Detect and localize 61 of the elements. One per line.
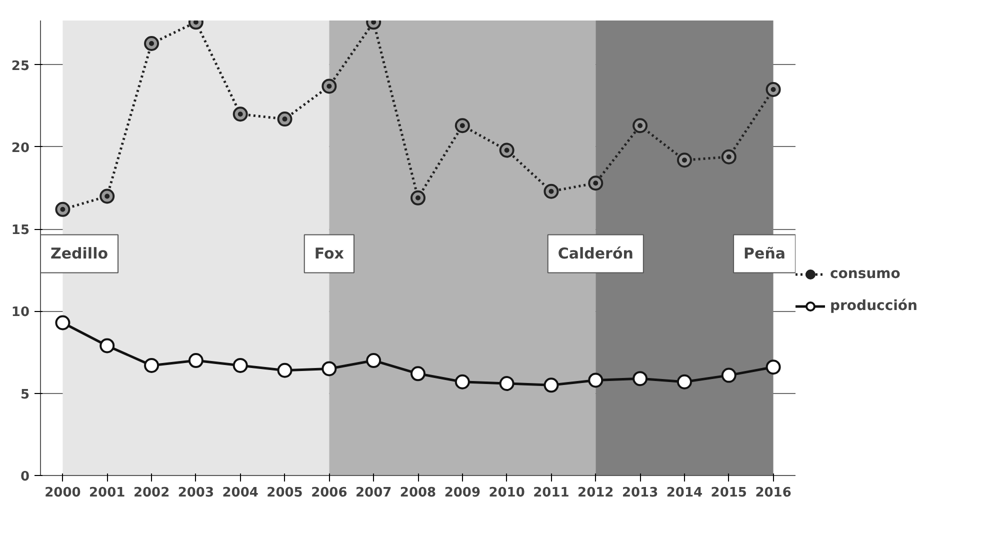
legend-label: producción — [830, 298, 918, 314]
point — [544, 184, 559, 199]
annotation: Zedillo — [50, 244, 108, 263]
point — [676, 374, 692, 390]
point — [277, 362, 292, 378]
annotation: Peña — [744, 244, 786, 263]
point — [55, 315, 70, 330]
x-tick-label: 2010 — [488, 486, 525, 500]
annotation: Calderón — [558, 244, 634, 263]
point — [588, 176, 604, 191]
point — [55, 202, 70, 217]
point — [632, 371, 648, 386]
y-tick-label: 20 — [11, 140, 30, 156]
point — [188, 353, 204, 368]
point — [410, 190, 426, 206]
point — [454, 374, 470, 390]
x-tick-label: 2003 — [178, 486, 214, 500]
point — [322, 361, 337, 376]
point — [632, 118, 648, 134]
x-tick-label: 2002 — [133, 486, 170, 500]
point — [232, 358, 248, 373]
y-tick-label: 5 — [20, 387, 30, 402]
point — [499, 142, 514, 158]
point — [144, 36, 160, 51]
x-tick-label: 2004 — [222, 486, 258, 500]
y-tick-label: 10 — [11, 305, 30, 320]
point — [366, 353, 382, 368]
x-tick-label: 2000 — [44, 486, 81, 500]
point — [766, 360, 781, 375]
y-tick-label: 0 — [20, 470, 30, 484]
x-tick-label: 2011 — [533, 486, 570, 500]
point — [588, 372, 604, 388]
point — [100, 188, 115, 204]
point — [454, 118, 470, 134]
x-tick-label: 2008 — [400, 486, 436, 500]
x-tick-label: 2015 — [710, 486, 747, 500]
x-tick-label: 2001 — [89, 486, 126, 500]
point — [721, 368, 736, 383]
y-tick-label: 25 — [11, 58, 30, 74]
x-tick-label: 2014 — [666, 486, 703, 500]
point — [144, 358, 160, 373]
x-tick-label: 2006 — [311, 486, 348, 500]
x-tick-label: 2012 — [578, 486, 614, 500]
point — [544, 378, 559, 393]
x-tick-label: 2009 — [444, 486, 481, 500]
point — [499, 376, 514, 391]
annotation: Fox — [314, 244, 344, 263]
x-tick-label: 2016 — [755, 486, 792, 500]
point — [676, 152, 692, 168]
y-tick-label: 15 — [11, 223, 30, 238]
point — [322, 78, 337, 94]
legend-label: consumo — [830, 266, 900, 282]
point — [721, 149, 736, 164]
point — [232, 106, 248, 122]
x-tick-label: 2013 — [622, 486, 658, 500]
x-tick-label: 2007 — [355, 486, 392, 500]
point — [766, 82, 781, 97]
x-tick-label: 2005 — [266, 486, 303, 500]
point — [100, 338, 115, 354]
point — [277, 112, 292, 127]
point — [410, 366, 426, 382]
